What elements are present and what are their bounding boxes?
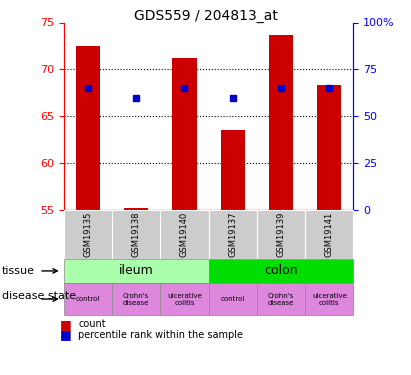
Text: control: control bbox=[76, 296, 100, 302]
Text: GSM19137: GSM19137 bbox=[228, 211, 237, 257]
Text: ■: ■ bbox=[60, 328, 72, 341]
Text: GSM19140: GSM19140 bbox=[180, 212, 189, 257]
Text: ulcerative
colitis: ulcerative colitis bbox=[312, 292, 347, 306]
Bar bbox=[76, 46, 100, 210]
Text: colon: colon bbox=[264, 264, 298, 278]
Text: GSM19139: GSM19139 bbox=[277, 211, 286, 257]
Text: GSM19138: GSM19138 bbox=[132, 211, 141, 257]
Text: ileum: ileum bbox=[119, 264, 154, 278]
Text: GDS559 / 204813_at: GDS559 / 204813_at bbox=[134, 9, 277, 23]
Text: GSM19135: GSM19135 bbox=[83, 211, 92, 257]
Bar bbox=[269, 35, 293, 210]
Text: control: control bbox=[221, 296, 245, 302]
Text: ulcerative
colitis: ulcerative colitis bbox=[167, 292, 202, 306]
Text: tissue: tissue bbox=[2, 266, 35, 276]
Text: ■: ■ bbox=[60, 318, 72, 331]
Bar bbox=[317, 86, 342, 210]
Text: percentile rank within the sample: percentile rank within the sample bbox=[78, 330, 243, 340]
Text: count: count bbox=[78, 319, 106, 329]
Bar bbox=[124, 208, 148, 210]
Bar bbox=[172, 58, 196, 210]
Bar bbox=[221, 130, 245, 210]
Text: Crohn's
disease: Crohn's disease bbox=[123, 292, 149, 306]
Text: GSM19141: GSM19141 bbox=[325, 212, 334, 257]
Text: Crohn's
disease: Crohn's disease bbox=[268, 292, 294, 306]
Text: disease state: disease state bbox=[2, 291, 76, 301]
